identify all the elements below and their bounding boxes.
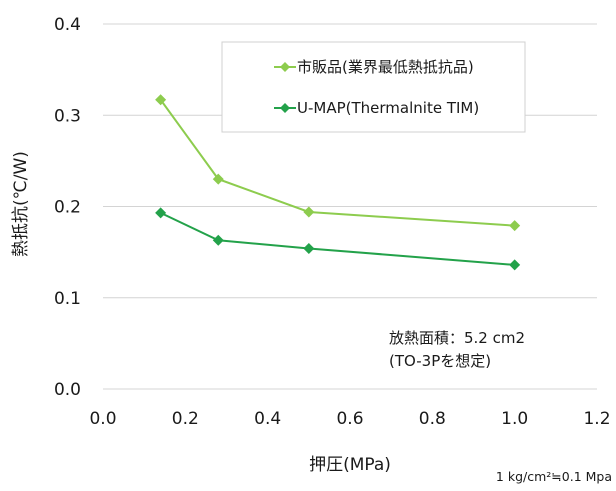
x-tick-label: 1.0 [501,409,528,429]
y-tick-label: 0.1 [54,289,81,309]
x-tick-label: 0.0 [89,409,116,429]
legend-label: U-MAP(Thermalnite TIM) [297,99,479,117]
series-line [160,211,515,266]
annotation-line-1: 放熱面積：5.2 cm2 [389,329,525,347]
x-tick-label: 0.8 [419,409,446,429]
legend-item: 市販品(業界最低熱抵抗品) [274,58,474,76]
data-point [303,242,315,254]
data-point [509,259,521,271]
series-2 [155,207,521,271]
legend: 市販品(業界最低熱抵抗品) U-MAP(Thermalnite TIM) [221,41,526,133]
data-point [155,94,167,106]
data-point [509,220,521,232]
x-tick-label: 0.4 [254,409,281,429]
legend-item: U-MAP(Thermalnite TIM) [274,99,479,117]
legend-label: 市販品(業界最低熱抵抗品) [297,58,474,76]
series-line [159,99,515,227]
legend-marker [280,62,290,72]
series-1 [155,94,521,232]
annotation-line-2: (TO-3Pを想定) [389,352,491,370]
data-point [212,173,224,185]
y-tick-label: 0.2 [54,198,81,218]
y-tick-label: 0.0 [54,380,81,400]
x-tick-label: 1.2 [583,409,610,429]
legend-box [221,41,526,133]
data-point [212,234,224,246]
data-point [303,206,315,218]
x-tick-label: 0.6 [336,409,363,429]
legend-marker [280,103,290,113]
x-tick-label: 0.2 [172,409,199,429]
legend-items: 市販品(業界最低熱抵抗品) U-MAP(Thermalnite TIM) [274,58,479,117]
y-tick-labels: 0.0 0.1 0.2 0.3 0.4 [54,15,81,400]
y-tick-label: 0.4 [54,15,81,35]
y-axis-title: 熱抵抗(℃/W) [11,151,31,257]
x-tick-labels: 0.0 0.2 0.4 0.6 0.8 1.0 1.2 [89,409,610,429]
x-axis-title: 押圧(MPa) [309,455,391,475]
y-tick-label: 0.3 [54,106,81,126]
series-layer [155,94,521,271]
data-point [155,207,167,219]
unit-note: 1 kg/cm²≒0.1 Mpa [496,469,612,484]
